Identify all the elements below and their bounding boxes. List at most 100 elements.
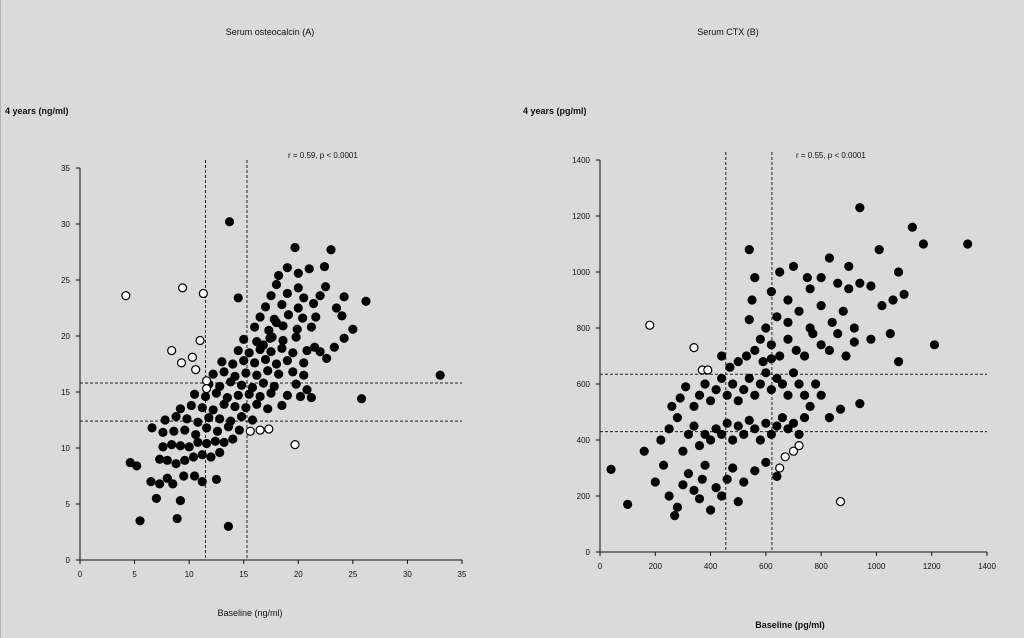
data-point-filled bbox=[274, 270, 284, 281]
data-point-filled bbox=[772, 471, 782, 481]
data-point-filled bbox=[271, 317, 282, 328]
data-point-filled bbox=[802, 273, 812, 283]
data-point-filled bbox=[278, 335, 288, 346]
y-tick-label: 20 bbox=[61, 332, 70, 341]
data-point-filled bbox=[656, 435, 666, 445]
data-point-filled bbox=[299, 358, 309, 368]
data-point-filled bbox=[269, 381, 279, 391]
data-point-filled bbox=[805, 401, 815, 411]
data-point-filled bbox=[306, 393, 316, 403]
data-point-open bbox=[703, 365, 713, 375]
y-tick-label: 15 bbox=[61, 388, 70, 397]
data-point-filled bbox=[824, 413, 835, 423]
data-point-filled bbox=[700, 379, 710, 389]
data-point-filled bbox=[664, 491, 674, 501]
data-point-filled bbox=[147, 423, 157, 433]
data-point-filled bbox=[744, 373, 754, 383]
data-point-filled bbox=[811, 379, 821, 389]
data-point-filled bbox=[844, 284, 854, 294]
data-point-filled bbox=[339, 333, 349, 343]
data-point-filled bbox=[263, 366, 273, 376]
data-point-filled bbox=[775, 267, 785, 277]
data-point-filled bbox=[788, 418, 799, 428]
data-point-filled bbox=[234, 425, 244, 435]
data-point-filled bbox=[761, 418, 771, 428]
data-point-filled bbox=[733, 421, 743, 431]
data-point-filled bbox=[838, 306, 848, 316]
data-point-filled bbox=[222, 393, 232, 403]
data-point-filled bbox=[855, 203, 865, 213]
data-point-filled bbox=[711, 424, 721, 434]
data-point-filled bbox=[260, 354, 271, 365]
data-point-filled bbox=[298, 313, 308, 323]
data-point-filled bbox=[664, 424, 674, 434]
data-point-filled bbox=[835, 404, 846, 414]
data-point-filled bbox=[263, 404, 273, 414]
data-point-filled bbox=[777, 379, 788, 389]
data-point-filled bbox=[258, 340, 268, 350]
data-point-filled bbox=[824, 253, 835, 263]
data-point-filled bbox=[175, 441, 186, 451]
data-point-filled bbox=[705, 505, 716, 515]
data-point-filled bbox=[217, 357, 227, 367]
data-point-open bbox=[191, 365, 201, 375]
data-point-filled bbox=[252, 399, 262, 409]
data-point-filled bbox=[247, 415, 258, 425]
data-point-open bbox=[202, 376, 212, 386]
data-point-filled bbox=[184, 442, 194, 452]
data-point-filled bbox=[215, 414, 225, 424]
data-point-filled bbox=[228, 359, 238, 369]
data-point-filled bbox=[775, 351, 785, 361]
data-point-filled bbox=[855, 399, 865, 409]
data-point-filled bbox=[658, 460, 669, 470]
data-point-filled bbox=[963, 239, 973, 249]
data-point-filled bbox=[348, 324, 358, 334]
data-point-filled bbox=[816, 340, 826, 350]
data-point-filled bbox=[739, 429, 749, 439]
data-point-filled bbox=[211, 474, 222, 484]
data-point-filled bbox=[799, 351, 810, 361]
data-point-filled bbox=[772, 373, 782, 383]
data-point-filled bbox=[841, 351, 851, 361]
data-point-filled bbox=[791, 345, 801, 355]
data-point-filled bbox=[291, 379, 301, 389]
y-tick-label: 200 bbox=[577, 492, 591, 501]
data-point-filled bbox=[210, 436, 220, 446]
data-point-filled bbox=[197, 450, 207, 460]
y-tick-label: 5 bbox=[66, 500, 71, 509]
data-point-filled bbox=[694, 494, 705, 504]
data-point-filled bbox=[827, 317, 837, 327]
data-point-filled bbox=[283, 310, 294, 320]
data-point-open bbox=[775, 463, 785, 473]
data-point-filled bbox=[356, 394, 367, 404]
y-tick-label: 0 bbox=[66, 556, 71, 565]
data-point-filled bbox=[711, 385, 721, 395]
data-point-filled bbox=[833, 329, 843, 339]
data-point-filled bbox=[758, 357, 768, 367]
y-axis-label: 4 years (pg/ml) bbox=[523, 106, 587, 116]
data-point-filled bbox=[711, 483, 721, 493]
data-point-filled bbox=[766, 385, 776, 395]
data-point-filled bbox=[230, 401, 240, 412]
data-point-filled bbox=[681, 382, 691, 392]
x-tick-label: 1000 bbox=[868, 562, 886, 571]
data-point-filled bbox=[241, 368, 251, 378]
x-tick-label: 5 bbox=[132, 570, 137, 579]
data-point-filled bbox=[755, 435, 765, 445]
data-point-filled bbox=[319, 261, 330, 272]
data-point-filled bbox=[744, 245, 754, 255]
data-point-filled bbox=[717, 351, 727, 361]
y-tick-label: 10 bbox=[61, 444, 70, 453]
data-point-filled bbox=[315, 291, 325, 301]
data-point-filled bbox=[744, 415, 754, 425]
data-point-filled bbox=[728, 463, 738, 473]
data-point-filled bbox=[308, 298, 319, 309]
data-point-open bbox=[645, 320, 655, 330]
data-point-filled bbox=[233, 293, 243, 303]
data-point-filled bbox=[171, 412, 181, 422]
data-point-filled bbox=[322, 353, 332, 363]
data-point-open bbox=[788, 446, 799, 456]
data-point-filled bbox=[182, 414, 192, 424]
x-tick-label: 30 bbox=[403, 570, 412, 579]
data-point-filled bbox=[158, 442, 168, 452]
